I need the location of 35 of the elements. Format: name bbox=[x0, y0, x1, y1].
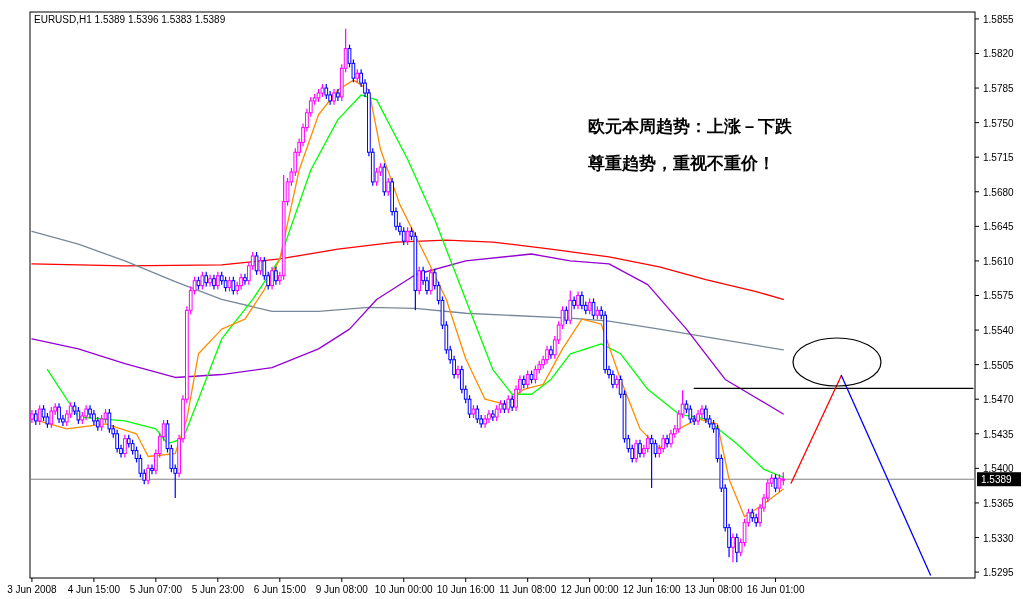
x-tick-label: 5 Jun 07:00 bbox=[129, 584, 183, 595]
x-tick-label: 12 Jun 16:00 bbox=[622, 584, 681, 595]
y-tick-label: 1.5295 bbox=[983, 567, 1015, 579]
x-tick-label: 5 Jun 23:00 bbox=[191, 584, 245, 595]
y-tick-label: 1.5610 bbox=[983, 255, 1015, 267]
x-tick-label: 10 Jun 00:00 bbox=[374, 584, 434, 595]
y-tick-label: 1.5365 bbox=[983, 497, 1015, 509]
y-tick-label: 1.5645 bbox=[983, 221, 1015, 233]
y-tick-label: 1.5820 bbox=[983, 48, 1015, 60]
y-tick-label: 1.5785 bbox=[983, 83, 1015, 95]
x-tick-label: 4 Jun 15:00 bbox=[67, 584, 121, 595]
x-tick-label: 9 Jun 08:00 bbox=[315, 584, 369, 595]
x-tick-label: 16 Jun 01:00 bbox=[746, 584, 805, 595]
y-tick-label: 1.5575 bbox=[983, 290, 1015, 302]
y-tick-label: 1.5540 bbox=[983, 325, 1015, 337]
x-tick-label: 3 Jun 2008 bbox=[7, 584, 58, 595]
x-tick-label: 12 Jun 00:00 bbox=[560, 584, 619, 595]
y-tick-label: 1.5400 bbox=[983, 463, 1015, 475]
y-tick-label: 1.5470 bbox=[983, 394, 1015, 406]
annotation: 欧元本周趋势：上涨－下跌 bbox=[588, 117, 793, 136]
annotation: 尊重趋势，重视不重价！ bbox=[587, 154, 775, 173]
ref-line-label: 1.5389 bbox=[981, 474, 1013, 486]
chart-title: EURUSD,H1 1.5389 1.5396 1.5383 1.5389 bbox=[34, 14, 226, 25]
y-tick-label: 1.5505 bbox=[983, 359, 1015, 371]
y-tick-label: 1.5680 bbox=[983, 186, 1015, 198]
x-tick-label: 13 Jun 08:00 bbox=[684, 584, 743, 595]
y-tick-label: 1.5330 bbox=[983, 532, 1015, 544]
x-tick-label: 11 Jun 08:00 bbox=[499, 584, 557, 595]
y-tick-label: 1.5750 bbox=[983, 117, 1015, 129]
y-tick-label: 1.5715 bbox=[983, 152, 1015, 164]
ref-label: 1.5389 bbox=[977, 472, 1021, 487]
y-tick-label: 1.5855 bbox=[983, 13, 1015, 25]
y-tick-label: 1.5435 bbox=[983, 428, 1015, 440]
x-tick-label: 10 Jun 16:00 bbox=[436, 584, 496, 595]
x-tick-label: 6 Jun 15:00 bbox=[253, 584, 307, 595]
